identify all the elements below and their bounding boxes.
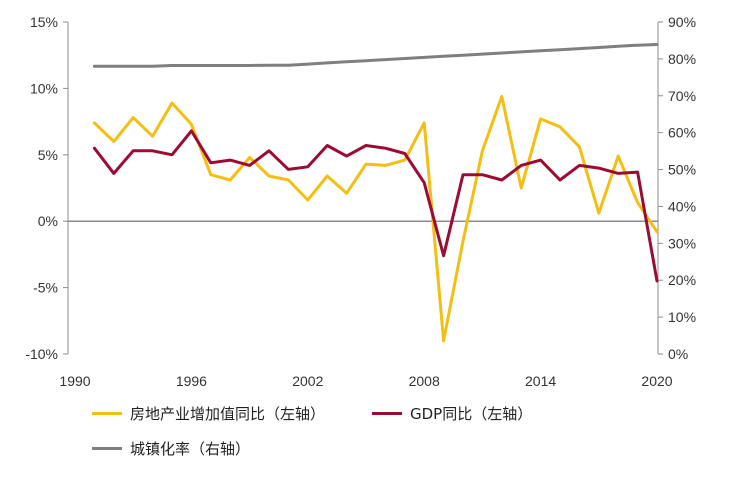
urbanization-series-line: [92, 43, 659, 68]
x-tick-label: 2008: [409, 373, 440, 389]
left-tick-label: -10%: [25, 346, 58, 362]
x-tick-label: 2002: [292, 373, 323, 389]
right-tick-label: 70%: [668, 88, 696, 104]
right-tick-label: 50%: [668, 162, 696, 178]
left-tick-label: -5%: [33, 280, 58, 296]
right-tick-label: 30%: [668, 235, 696, 251]
left-tick-label: 5%: [38, 147, 58, 163]
left-tick-label: 0%: [38, 213, 58, 229]
right-tick-label: 20%: [668, 272, 696, 288]
right-tick-label: 0%: [668, 346, 688, 362]
x-tick-label: 2020: [641, 373, 672, 389]
right-tick-label: 80%: [668, 51, 696, 67]
x-tick-label: 1996: [176, 373, 207, 389]
x-tick-label: 1990: [59, 373, 90, 389]
left-tick-label: 15%: [30, 14, 58, 30]
left-tick-label: 10%: [30, 80, 58, 96]
x-tick-label: 2014: [525, 373, 556, 389]
right-tick-label: 90%: [668, 14, 696, 30]
right-tick-label: 40%: [668, 198, 696, 214]
right-tick-label: 60%: [668, 125, 696, 141]
gdp-series-line: [92, 129, 659, 283]
right-tick-label: 10%: [668, 309, 696, 325]
real-estate-series-line: [92, 94, 659, 343]
